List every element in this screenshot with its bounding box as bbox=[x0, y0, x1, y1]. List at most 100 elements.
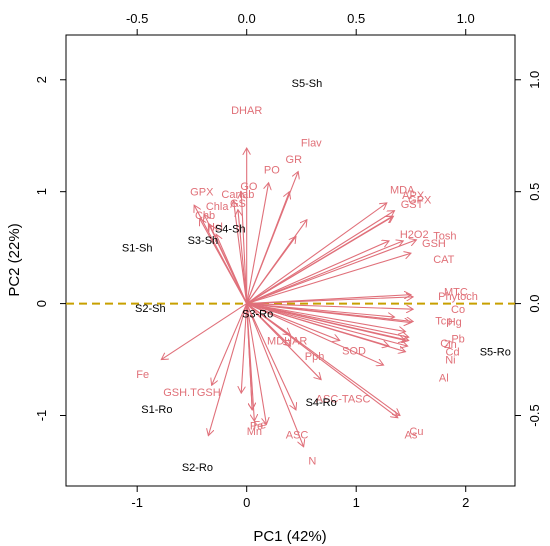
variable-label: H2O2 bbox=[400, 229, 429, 241]
loading-arrow bbox=[246, 240, 417, 305]
right-tick-label: 0.5 bbox=[527, 183, 542, 201]
variable-label: Pe bbox=[250, 421, 263, 433]
variable-label: GST bbox=[401, 199, 424, 211]
loading-arrow bbox=[246, 303, 267, 425]
variable-label: N bbox=[308, 455, 316, 467]
variable-label: GPX bbox=[408, 195, 432, 207]
loading-arrow bbox=[241, 303, 248, 394]
left-tick-label: 1 bbox=[34, 188, 49, 195]
loading-arrow bbox=[246, 303, 321, 380]
right-tick-label: 0.0 bbox=[527, 295, 542, 313]
top-tick-label: 1.0 bbox=[457, 11, 475, 26]
variable-label: SOD bbox=[342, 346, 366, 358]
loading-arrow bbox=[246, 303, 395, 317]
loading-arrow bbox=[246, 183, 269, 304]
variable-label: MDHAR bbox=[267, 336, 307, 348]
right-tick-label: 1.0 bbox=[527, 71, 542, 89]
loading-arrow bbox=[246, 303, 413, 310]
variable-label: MDA bbox=[390, 184, 415, 196]
x-axis-title: PC1 (42%) bbox=[253, 528, 326, 545]
variable-label: GSH bbox=[422, 238, 446, 250]
loading-arrow bbox=[161, 303, 247, 360]
loading-arrow bbox=[246, 203, 387, 305]
variable-label: PO bbox=[264, 164, 280, 176]
loading-arrow bbox=[208, 303, 248, 436]
variable-label: Cd bbox=[446, 347, 460, 359]
observation-label: S1-Ro bbox=[141, 404, 172, 416]
loading-arrow bbox=[246, 303, 408, 347]
variable-label: Fe bbox=[136, 369, 149, 381]
variable-label: Tcp bbox=[435, 315, 452, 327]
observation-label: S1-Sh bbox=[122, 243, 153, 255]
observation-label: S4-Sh bbox=[215, 224, 246, 236]
variable-label: DHAR bbox=[231, 105, 262, 117]
observation-label: S3-Ro bbox=[242, 309, 273, 321]
variable-label: GR bbox=[286, 154, 303, 166]
loading-arrow bbox=[246, 303, 409, 341]
loading-arrow bbox=[246, 192, 290, 304]
variable-label: ASC-TASC bbox=[316, 394, 371, 406]
variable-label: Phytoch bbox=[438, 291, 478, 303]
loading-arrow bbox=[212, 303, 248, 386]
loading-arrow bbox=[246, 220, 307, 304]
right-tick-label: -0.5 bbox=[527, 404, 542, 426]
variable-label: GS bbox=[230, 198, 246, 210]
top-tick-label: -0.5 bbox=[126, 11, 148, 26]
observation-label: S4-Ro bbox=[306, 397, 337, 409]
loading-arrow bbox=[246, 303, 304, 447]
loading-arrow bbox=[246, 241, 389, 305]
observation-label: S3-Sh bbox=[188, 235, 219, 247]
variable-label: Co bbox=[451, 304, 465, 316]
loading-arrow bbox=[246, 241, 404, 305]
variable-label: Tosh bbox=[433, 230, 456, 242]
plot-frame bbox=[65, 34, 516, 487]
observation-label: S5-Sh bbox=[292, 78, 323, 90]
loading-arrow bbox=[246, 216, 394, 305]
loading-arrow bbox=[246, 303, 384, 366]
variable-label: As bbox=[405, 430, 418, 442]
observation-label: S5-Ro bbox=[480, 347, 511, 359]
variable-label: Pb bbox=[451, 333, 464, 345]
variable-label: Hg bbox=[448, 316, 462, 328]
variable-label: Chla bbox=[206, 201, 230, 213]
bottom-tick-label: 0 bbox=[243, 495, 250, 510]
left-tick-label: 0 bbox=[34, 300, 49, 307]
variable-label: Hcl bbox=[207, 221, 223, 233]
observation-label: S2-Sh bbox=[135, 303, 166, 315]
left-tick-label: 2 bbox=[34, 76, 49, 83]
loading-arrow bbox=[246, 297, 413, 305]
loading-arrow bbox=[246, 211, 395, 305]
variable-label: Mn bbox=[247, 426, 262, 438]
variable-label: APX bbox=[402, 190, 425, 202]
loading-arrow bbox=[246, 303, 296, 410]
top-tick-label: 0.0 bbox=[238, 11, 256, 26]
y-axis-title: PC2 (22%) bbox=[6, 223, 23, 296]
loading-arrow bbox=[246, 303, 398, 418]
variable-label: GSH.TGSH bbox=[163, 387, 221, 399]
bottom-tick-label: 2 bbox=[462, 495, 469, 510]
variable-label: Flav bbox=[301, 137, 322, 149]
loading-arrow bbox=[246, 303, 389, 347]
variable-label: Fe bbox=[253, 419, 266, 431]
left-tick-label: -1 bbox=[34, 410, 49, 422]
observation-label: S2-Ro bbox=[182, 462, 213, 474]
variable-label: GPX bbox=[190, 187, 214, 199]
variable-label: Pph bbox=[305, 351, 325, 363]
bottom-tick-label: -1 bbox=[131, 495, 143, 510]
variable-label: GO bbox=[240, 181, 258, 193]
axes: -1 0 1 2 -0.5 0.0 0.5 1.0 -1 0 1 2 -0.5 0.0 0.5 1.0 bbox=[34, 11, 542, 510]
bottom-tick-label: 1 bbox=[353, 495, 360, 510]
loading-arrow bbox=[238, 210, 248, 304]
variable-loading-arrows bbox=[161, 148, 416, 447]
loading-arrow bbox=[246, 303, 252, 410]
loading-arrow bbox=[200, 219, 248, 304]
loading-arrow bbox=[216, 234, 248, 304]
loading-arrow bbox=[246, 303, 406, 332]
variable-label: Zn bbox=[444, 339, 457, 351]
variable-label: CAT bbox=[433, 254, 454, 266]
variable-label: Chb bbox=[195, 210, 215, 222]
variable-label: ASC bbox=[286, 430, 309, 442]
